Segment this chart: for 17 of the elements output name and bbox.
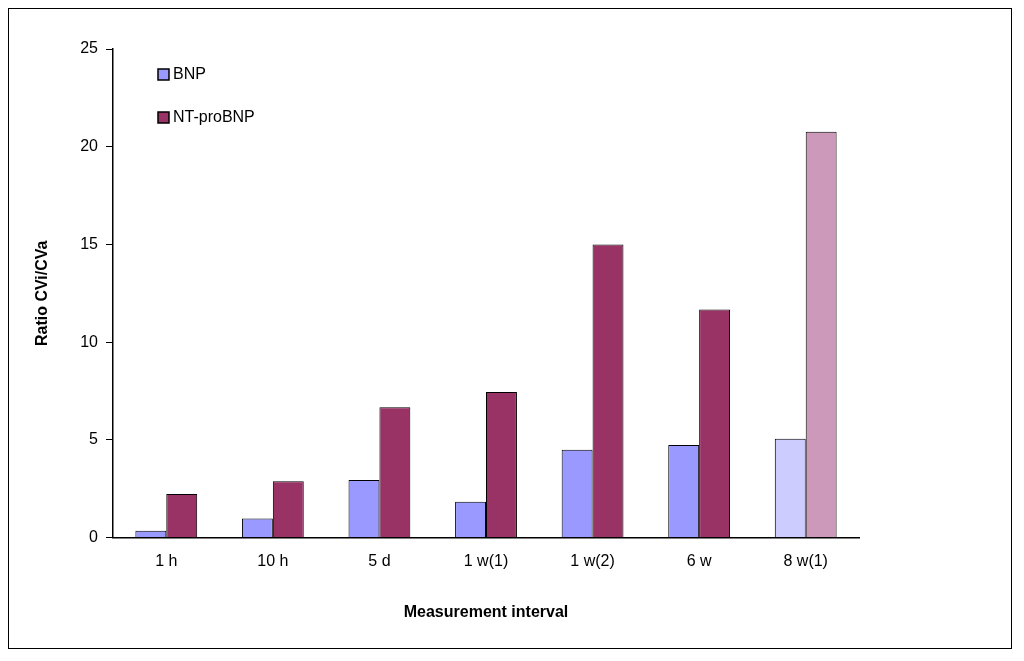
x-tick-label: 5 d [368,551,391,569]
y-tick-label: 10 [80,332,99,350]
x-tick-label: 6 w [686,551,713,569]
x-tick-label: 1 w(2) [570,551,615,569]
x-axis-title: Measurement interval [403,602,569,620]
y-axis-title: Ratio CVi/CVa [33,240,51,347]
y-tick-label: 25 [80,39,99,57]
y-tick-label: 15 [80,234,99,252]
x-tick-label: 10 h [257,551,289,569]
y-tick-label: 0 [89,528,99,546]
y-tick-label: 20 [80,137,99,155]
x-tick-label: 8 w(1) [783,551,828,569]
x-tick-label: 1 w(1) [463,551,509,569]
legend-label: NT-proBNP [173,108,255,126]
legend-label: BNP [173,65,206,83]
y-tick-label: 5 [89,430,99,448]
x-tick-label: 1 h [155,551,178,569]
